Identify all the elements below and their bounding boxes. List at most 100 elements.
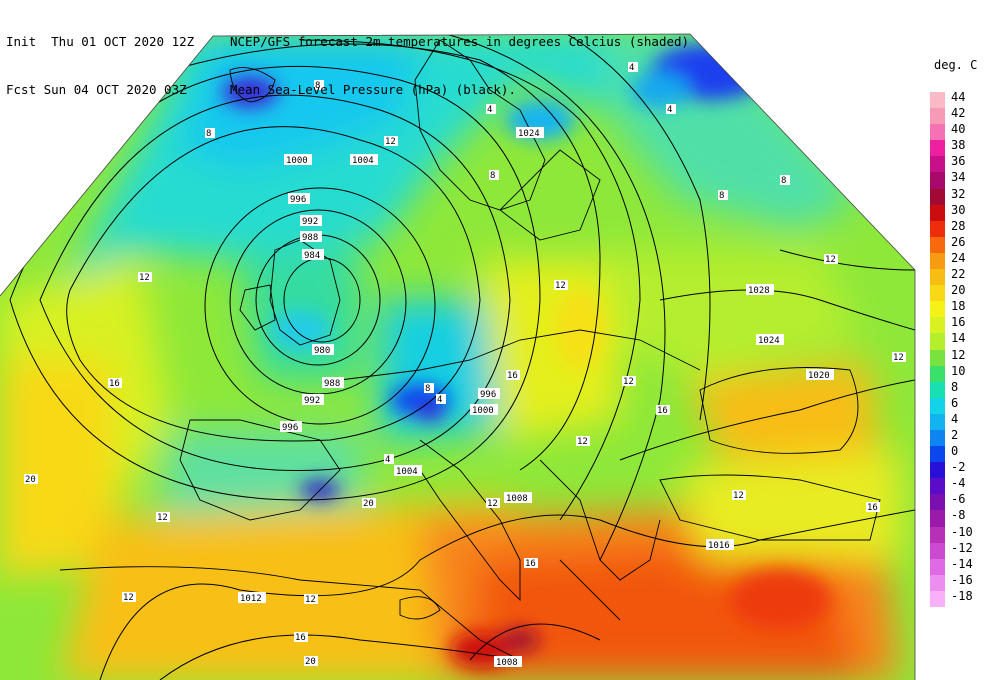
legend-label: -2 [951,460,966,475]
legend-label: -6 [951,492,966,507]
svg-text:16: 16 [657,406,668,416]
legend-label: -14 [951,556,973,571]
legend-label: 28 [951,218,966,233]
isobar-label: 988 [322,377,344,389]
temp-label: 8 [780,175,790,186]
legend-swatch [930,365,945,382]
svg-text:12: 12 [139,273,150,283]
legend-swatch [930,381,945,398]
svg-text:12: 12 [555,281,566,291]
svg-text:16: 16 [109,379,120,389]
legend-entry: -12 [930,541,990,559]
temp-label: 4 [384,454,394,465]
svg-text:4: 4 [667,105,672,115]
isobar-label: 1008 [494,656,522,668]
svg-text:988: 988 [324,379,340,389]
svg-text:996: 996 [290,195,306,205]
temp-label: 8 [489,170,499,181]
legend-entry: -6 [930,492,990,511]
legend-entry: 26 [930,235,990,253]
legend-entry: 6 [930,395,990,414]
svg-text:1024: 1024 [758,336,780,346]
legend-entry: 44 [930,90,990,109]
isobar-label: 980 [312,344,334,356]
legend-label: 12 [951,347,966,362]
temp-label: 12 [732,490,746,501]
svg-text:8: 8 [425,384,430,394]
svg-text:1004: 1004 [352,156,374,166]
legend-swatch [930,494,945,511]
temp-label: 4 [628,62,638,73]
temp-label: 12 [486,498,500,509]
svg-text:12: 12 [825,255,836,265]
legend-label: 6 [951,395,959,410]
temp-label: 8 [205,128,215,139]
legend-entry: 42 [930,106,990,125]
svg-text:12: 12 [305,595,316,605]
svg-text:8: 8 [781,176,786,186]
temp-label: 12 [384,136,398,147]
temp-label: 4 [666,104,676,115]
isobar-label: 1004 [350,154,378,166]
temp-label: 16 [108,378,122,389]
svg-text:1000: 1000 [472,406,494,416]
legend-unit: deg. C [934,58,978,72]
svg-text:16: 16 [525,559,536,569]
temp-label: 12 [892,352,906,363]
legend-entry: -8 [930,508,990,527]
svg-text:8: 8 [490,171,495,181]
temp-label: 20 [304,656,318,667]
legend-entry: 0 [930,444,990,463]
legend-entry: -2 [930,460,990,479]
legend-entry: -4 [930,476,990,495]
legend-entry: 10 [930,363,990,382]
legend-label: -8 [951,508,966,523]
legend-swatch [930,204,945,221]
isobar-label: 1024 [756,334,784,346]
chart-header: Init Thu 01 OCT 2020 12Z NCEP/GFS forecas… [6,2,689,114]
legend-entry: 24 [930,251,990,270]
svg-text:1020: 1020 [808,371,830,381]
svg-text:12: 12 [623,377,634,387]
svg-text:12: 12 [157,513,168,523]
legend-label: 16 [951,315,966,330]
svg-text:20: 20 [363,499,374,509]
svg-text:12: 12 [577,437,588,447]
svg-text:16: 16 [295,633,306,643]
legend-entry: 2 [930,428,990,447]
isobar-label: 996 [478,388,500,400]
legend-swatch [930,252,945,270]
legend-entry: -16 [930,573,990,591]
svg-text:1024: 1024 [518,129,540,139]
svg-text:4: 4 [487,105,492,115]
legend-label: 10 [951,363,966,378]
svg-text:4: 4 [437,395,442,405]
temp-label: 12 [622,376,636,387]
isobar-label: 1008 [504,492,532,504]
coastlines [59,39,881,661]
legend-label: 20 [951,283,966,298]
legend-swatch [930,429,945,447]
legend-swatch [930,220,945,237]
legend-swatch [930,285,945,302]
temp-label: 20 [24,474,38,485]
color-legend: 44 42 40 38 36 34 32 30 28 26 24 22 20 18 16 14 12 10 8 6 4 2… [930,90,990,607]
temp-label: 20 [362,498,376,509]
legend-entry: 20 [930,283,990,302]
svg-text:984: 984 [304,251,320,261]
isobars [9,34,915,680]
svg-text:1012: 1012 [240,594,262,604]
legend-swatch [930,446,945,463]
svg-text:8: 8 [719,191,724,201]
isobar-label: 1012 [238,592,266,604]
svg-text:8: 8 [206,129,211,139]
isobar-label: 988 [300,231,322,243]
svg-text:1008: 1008 [506,494,528,504]
legend-entry: 16 [930,315,990,334]
legend-swatch [930,333,945,350]
legend-entry: 36 [930,154,990,173]
svg-text:1028: 1028 [748,286,770,296]
isobar-label: 992 [300,215,322,227]
legend-swatch [930,574,945,591]
legend-label: 32 [951,186,966,201]
